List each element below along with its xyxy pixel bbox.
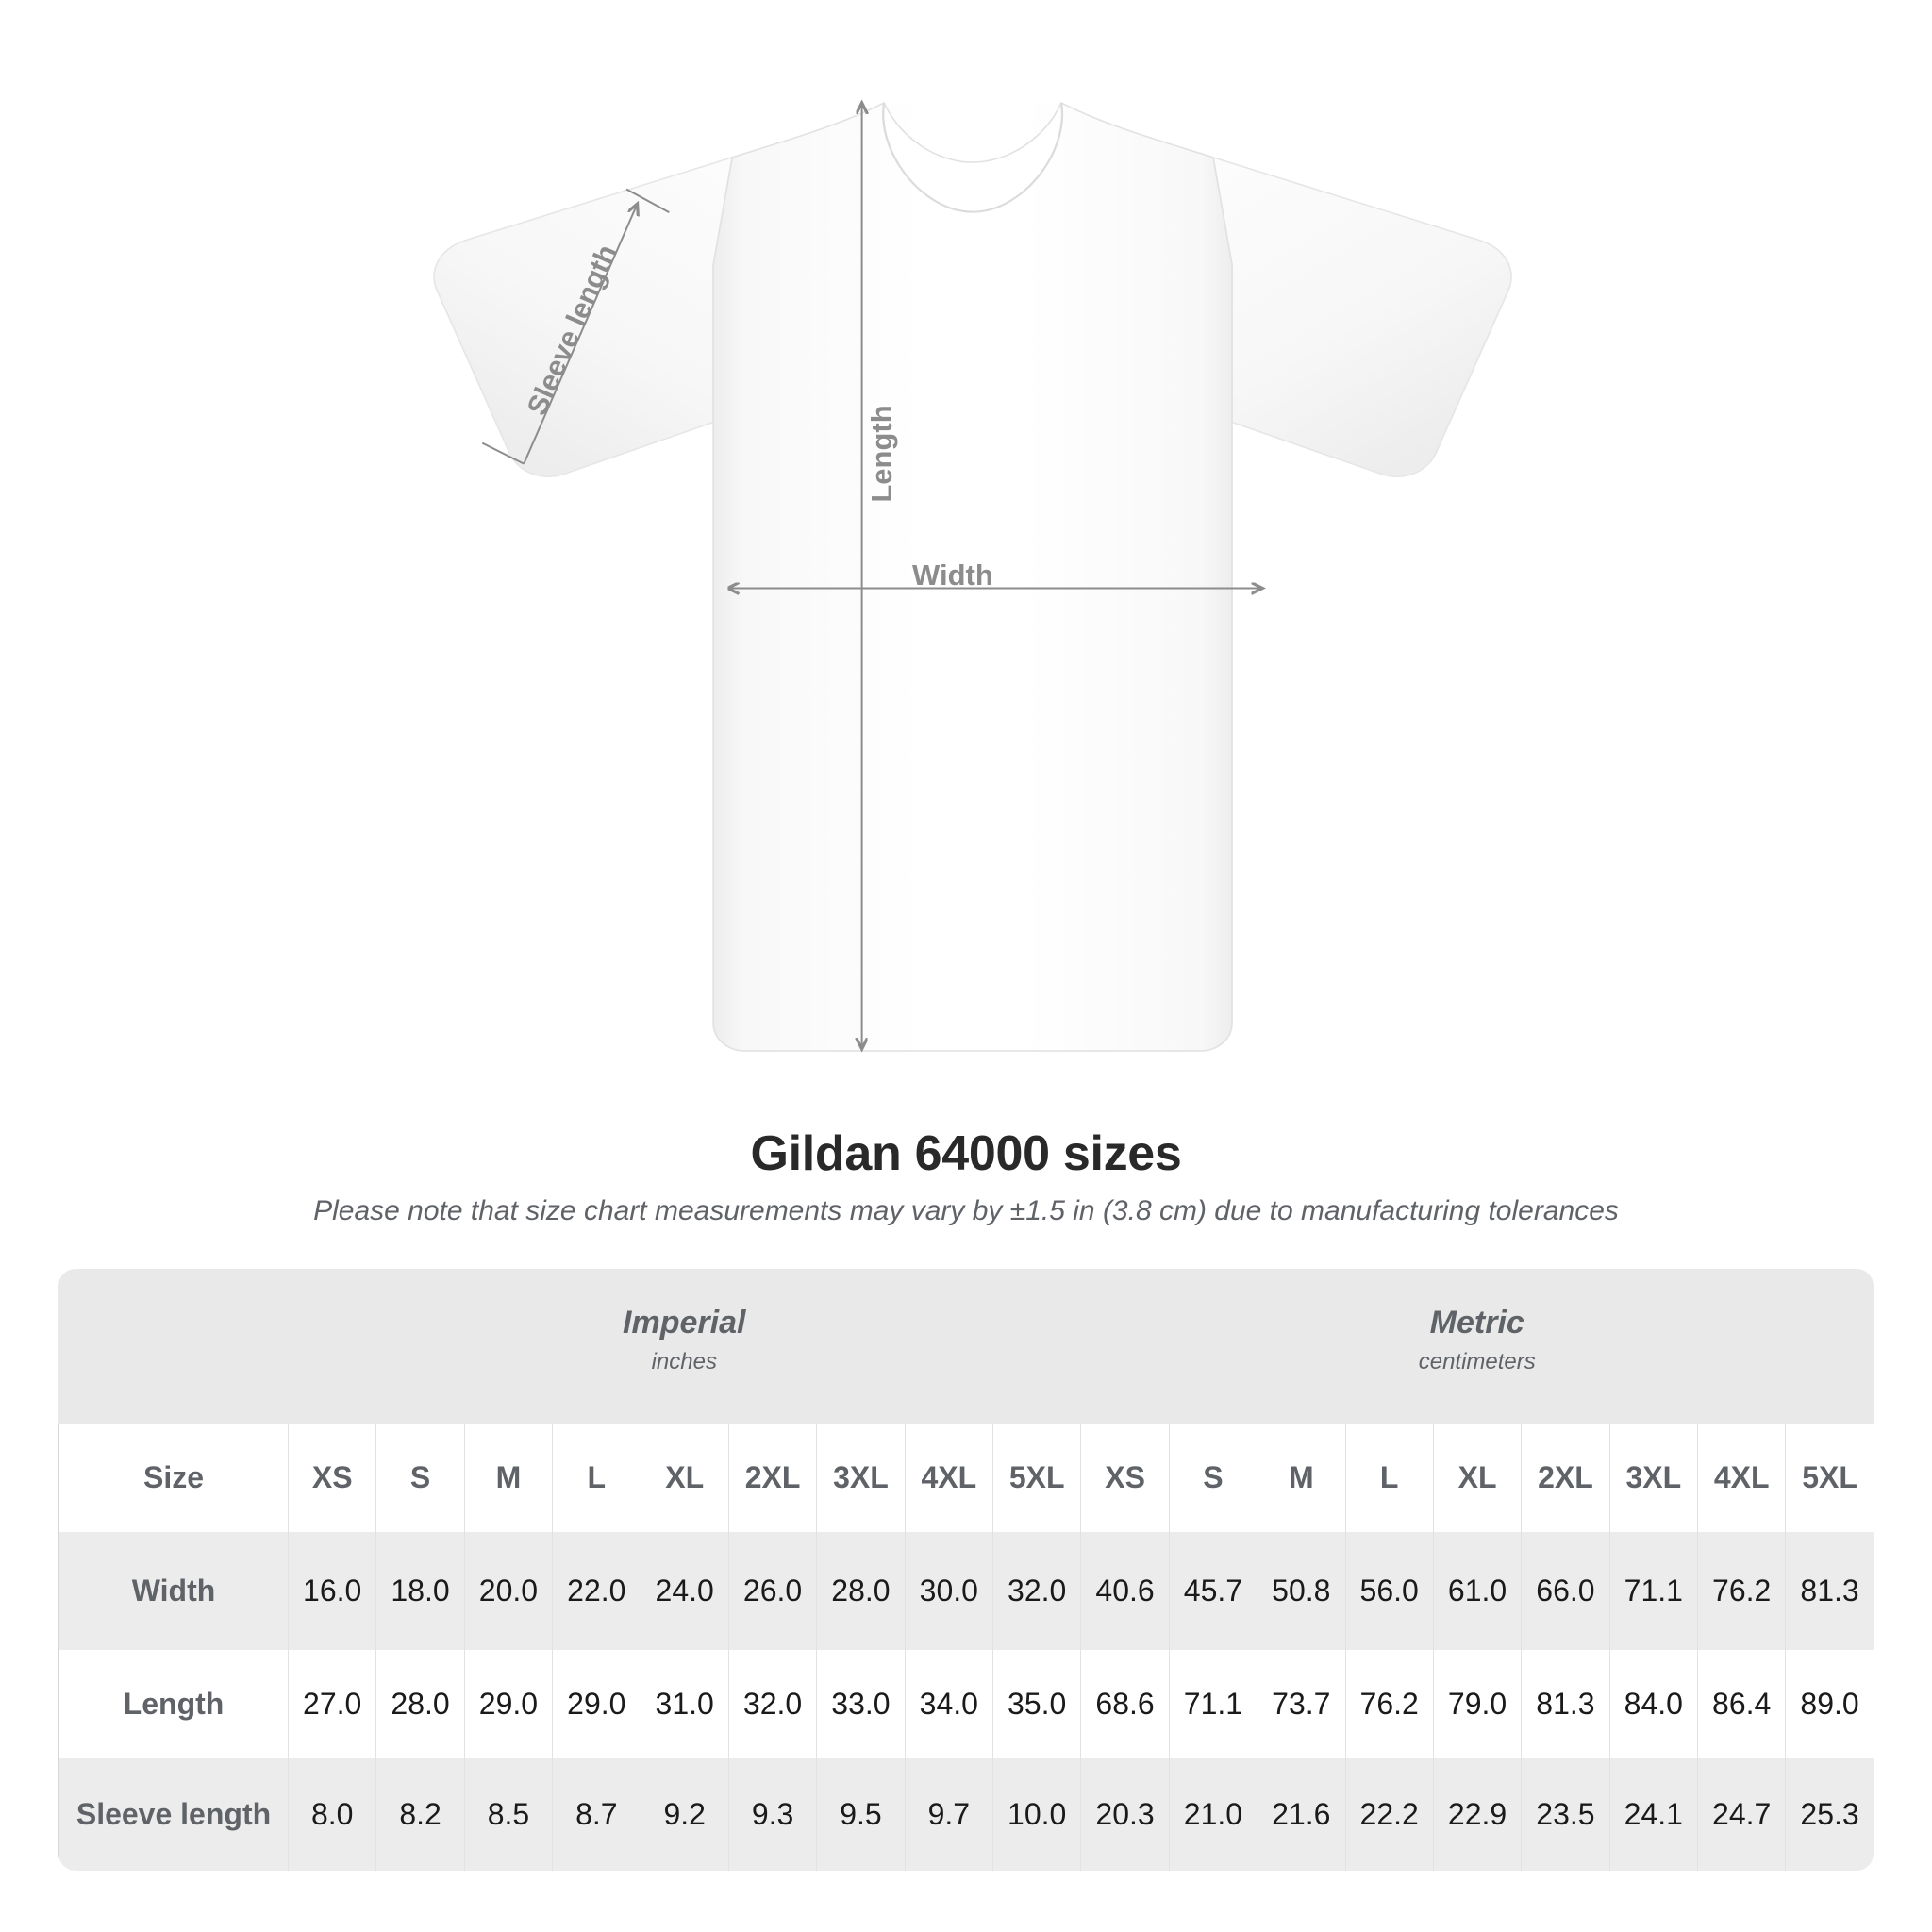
svg-text:Length: Length [865,405,898,502]
svg-text:Width: Width [912,558,993,591]
